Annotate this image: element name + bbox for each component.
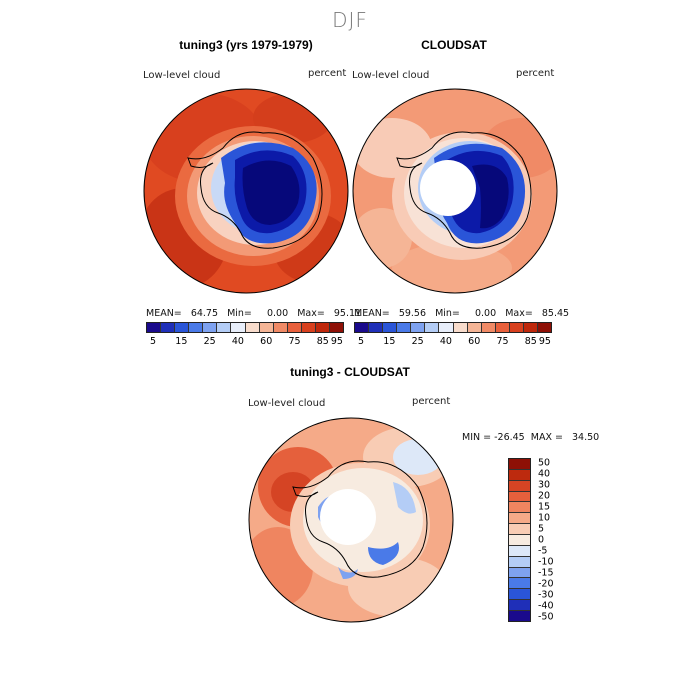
right-stats: MEAN= 59.56 Min= 0.00 Max= 85.45 xyxy=(354,308,570,319)
colorbar-tick-label: -10 xyxy=(538,556,554,568)
colorbar-swatch xyxy=(287,323,302,332)
diff-colorbar xyxy=(508,458,531,622)
colorbar-swatch xyxy=(509,491,530,503)
colorbar-swatch xyxy=(245,323,260,332)
right-variable-label: Low-level cloud xyxy=(352,70,430,81)
left-colorbar xyxy=(146,322,344,333)
colorbar-tick-label: 85 xyxy=(524,336,537,347)
colorbar-tick-label: 50 xyxy=(538,457,551,469)
colorbar-swatch xyxy=(231,323,246,332)
colorbar-tick-label: -30 xyxy=(538,589,554,601)
colorbar-swatch xyxy=(509,469,530,481)
colorbar-tick-label: 60 xyxy=(260,336,273,347)
colorbar-swatch xyxy=(397,323,412,332)
colorbar-swatch xyxy=(509,545,530,557)
colorbar-swatch xyxy=(369,323,384,332)
diff-units-label: percent xyxy=(412,396,451,407)
colorbar-tick-label: -50 xyxy=(538,611,554,623)
colorbar-tick-label: 15 xyxy=(538,501,551,513)
colorbar-swatch xyxy=(509,535,530,546)
colorbar-tick-label: 0 xyxy=(538,534,545,546)
colorbar-swatch xyxy=(355,323,370,332)
left-units-label: percent xyxy=(308,68,347,79)
colorbar-tick-label: 25 xyxy=(411,336,424,347)
colorbar-swatch xyxy=(439,323,454,332)
colorbar-swatch xyxy=(175,323,190,332)
left-panel-title: tuning3 (yrs 1979-1979) xyxy=(179,38,313,52)
diff-panel-title: tuning3 - CLOUDSAT xyxy=(290,365,410,379)
colorbar-tick-label: 95 xyxy=(330,336,343,347)
colorbar-swatch xyxy=(481,323,496,332)
colorbar-swatch xyxy=(315,323,331,332)
colorbar-swatch xyxy=(509,578,530,590)
colorbar-swatch xyxy=(509,502,530,514)
colorbar-tick-label: 85 xyxy=(316,336,329,347)
colorbar-swatch xyxy=(509,556,530,568)
colorbar-tick-label: 25 xyxy=(203,336,216,347)
colorbar-swatch xyxy=(259,323,274,332)
colorbar-tick-label: 5 xyxy=(358,336,365,347)
right-colorbar xyxy=(354,322,552,333)
colorbar-tick-label: 40 xyxy=(439,336,452,347)
colorbar-tick-label: 5 xyxy=(150,336,157,347)
left-polar-map xyxy=(143,88,349,294)
colorbar-swatch xyxy=(217,323,232,332)
left-colorbar-ticks: 5 15 25 40 60 75 85 95 xyxy=(146,336,344,348)
colorbar-swatch xyxy=(509,480,530,492)
colorbar-swatch xyxy=(203,323,218,332)
colorbar-swatch xyxy=(147,323,162,332)
colorbar-swatch xyxy=(509,567,530,579)
colorbar-tick-label: 40 xyxy=(538,468,551,480)
right-colorbar-ticks: 5 15 25 40 60 75 85 95 xyxy=(354,336,552,348)
colorbar-tick-label: -40 xyxy=(538,600,554,612)
colorbar-swatch xyxy=(189,323,204,332)
diff-colorbar-ticks: 50 40 30 20 15 10 5 0 -5 -10 -15 -20 -30 -40 -50 xyxy=(538,458,578,622)
colorbar-swatch xyxy=(509,524,530,536)
figure-title: DJF xyxy=(332,8,368,32)
colorbar-swatch xyxy=(330,323,344,332)
colorbar-tick-label: -15 xyxy=(538,567,554,579)
colorbar-swatch xyxy=(161,323,176,332)
colorbar-swatch xyxy=(495,323,510,332)
colorbar-tick-label: 40 xyxy=(231,336,244,347)
colorbar-swatch xyxy=(509,600,530,612)
colorbar-tick-label: 10 xyxy=(538,512,551,524)
left-variable-label: Low-level cloud xyxy=(143,70,221,81)
colorbar-tick-label: 15 xyxy=(175,336,188,347)
colorbar-swatch xyxy=(509,611,530,621)
colorbar-swatch xyxy=(273,323,288,332)
colorbar-swatch xyxy=(509,323,524,332)
diff-stats: MIN = -26.45 MAX = 34.50 xyxy=(462,432,600,443)
right-panel-title: CLOUDSAT xyxy=(421,38,487,52)
colorbar-tick-label: -5 xyxy=(538,545,548,557)
colorbar-swatch xyxy=(383,323,398,332)
colorbar-tick-label: 75 xyxy=(496,336,509,347)
colorbar-swatch xyxy=(509,459,530,470)
colorbar-swatch xyxy=(523,323,539,332)
colorbar-swatch xyxy=(509,589,530,601)
colorbar-tick-label: 15 xyxy=(383,336,396,347)
diff-variable-label: Low-level cloud xyxy=(248,398,326,409)
colorbar-tick-label: 95 xyxy=(538,336,551,347)
colorbar-swatch xyxy=(538,323,552,332)
colorbar-tick-label: 30 xyxy=(538,479,551,491)
right-polar-map xyxy=(352,88,558,294)
colorbar-tick-label: 60 xyxy=(468,336,481,347)
colorbar-swatch xyxy=(301,323,316,332)
colorbar-swatch xyxy=(467,323,482,332)
colorbar-tick-label: -20 xyxy=(538,578,554,590)
colorbar-swatch xyxy=(453,323,468,332)
colorbar-tick-label: 75 xyxy=(288,336,301,347)
right-units-label: percent xyxy=(516,68,555,79)
left-stats: MEAN= 64.75 Min= 0.00 Max= 95.11 xyxy=(146,308,362,319)
colorbar-tick-label: 20 xyxy=(538,490,551,502)
colorbar-tick-label: 5 xyxy=(538,523,545,535)
colorbar-swatch xyxy=(425,323,440,332)
colorbar-swatch xyxy=(411,323,426,332)
colorbar-swatch xyxy=(509,513,530,525)
diff-polar-map xyxy=(248,417,454,623)
